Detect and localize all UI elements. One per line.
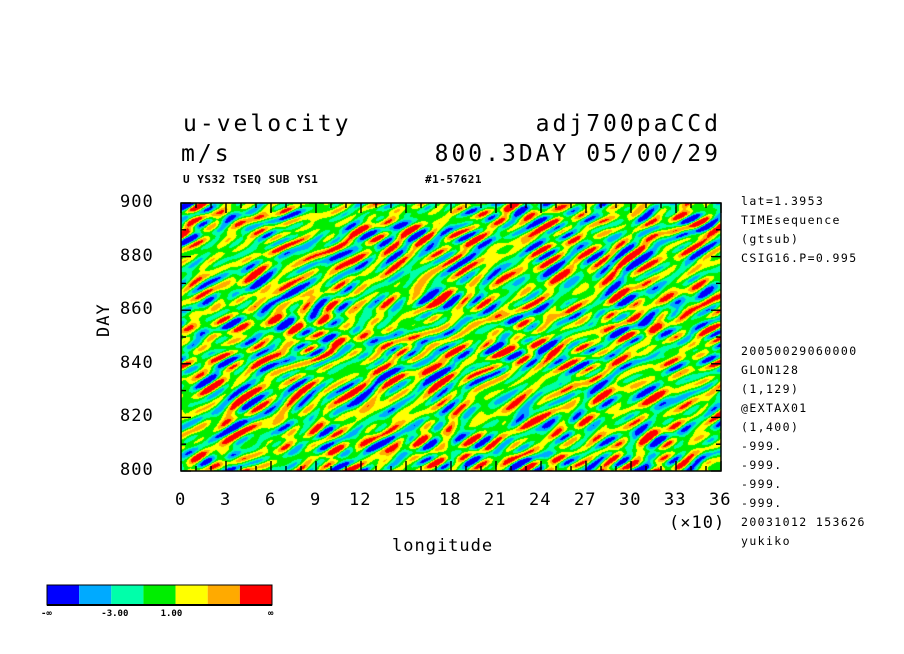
variable-title: u-velocity xyxy=(183,111,352,137)
y-tick-label: 900 xyxy=(120,192,154,212)
plot-border xyxy=(180,202,722,472)
colorbar-label: -∞ xyxy=(41,609,52,619)
subtitle-left: U YS32 TSEQ SUB YS1 xyxy=(183,173,319,186)
sidebar-bottom-line: -999. xyxy=(741,477,783,491)
x-tick-label: 30 xyxy=(619,490,642,510)
x-tick-label: 3 xyxy=(220,490,232,510)
y-tick-label: 880 xyxy=(120,245,154,266)
sidebar-top-line: TIMEsequence xyxy=(741,213,841,227)
heatmap-field xyxy=(181,203,721,471)
x-tick-label: 18 xyxy=(439,490,462,510)
x-tick-label: 21 xyxy=(484,490,507,510)
sidebar-top-line: CSIG16.P=0.995 xyxy=(741,251,858,265)
sidebar-bottom-line: (1,400) xyxy=(741,420,800,434)
x-axis-label: longitude xyxy=(392,536,494,556)
sidebar-top-line: lat=1.3953 xyxy=(741,194,825,208)
x-tick-label: 9 xyxy=(310,490,322,510)
sidebar-bottom-line: 20031012 153626 xyxy=(741,515,866,529)
subtitle-right: #1-57621 xyxy=(425,173,482,186)
sidebar-bottom-line: (1,129) xyxy=(741,382,800,396)
sidebar-bottom-line: GLON128 xyxy=(741,363,800,377)
x-tick-label: 15 xyxy=(394,490,417,510)
sidebar-bottom-line: 20050029060000 xyxy=(741,344,858,358)
dataset-title: adj700paCCd xyxy=(535,111,721,137)
x-multiplier-label: (×10) xyxy=(669,513,726,533)
time-title: 800.3DAY 05/00/29 xyxy=(434,141,721,167)
y-axis-label: DAY xyxy=(94,303,114,337)
y-tick-label: 820 xyxy=(120,406,154,427)
y-tick-label: 840 xyxy=(120,352,154,373)
sidebar-top-line: (gtsub) xyxy=(741,232,800,246)
sidebar-bottom-line: yukiko xyxy=(741,534,791,548)
x-tick-label: 36 xyxy=(709,490,732,510)
colorbar-label: ∞ xyxy=(268,609,274,619)
units-title: m/s xyxy=(181,141,232,167)
x-tick-label: 0 xyxy=(175,490,187,510)
sidebar-bottom-line: -999. xyxy=(741,439,783,453)
colorbar-label: -3.00 xyxy=(101,609,129,619)
x-tick-label: 27 xyxy=(574,490,597,510)
x-tick-label: 33 xyxy=(664,490,687,510)
colorbar-label: 1.00 xyxy=(160,609,183,619)
x-tick-label: 24 xyxy=(529,490,552,510)
sidebar-bottom-line: @EXTAX01 xyxy=(741,401,808,415)
sidebar-bottom-line: -999. xyxy=(741,458,783,472)
y-tick-label: 860 xyxy=(120,299,154,320)
x-tick-label: 6 xyxy=(265,490,277,510)
y-tick-label: 800 xyxy=(120,460,154,480)
sidebar-bottom-line: -999. xyxy=(741,496,783,510)
x-tick-label: 12 xyxy=(349,490,372,510)
